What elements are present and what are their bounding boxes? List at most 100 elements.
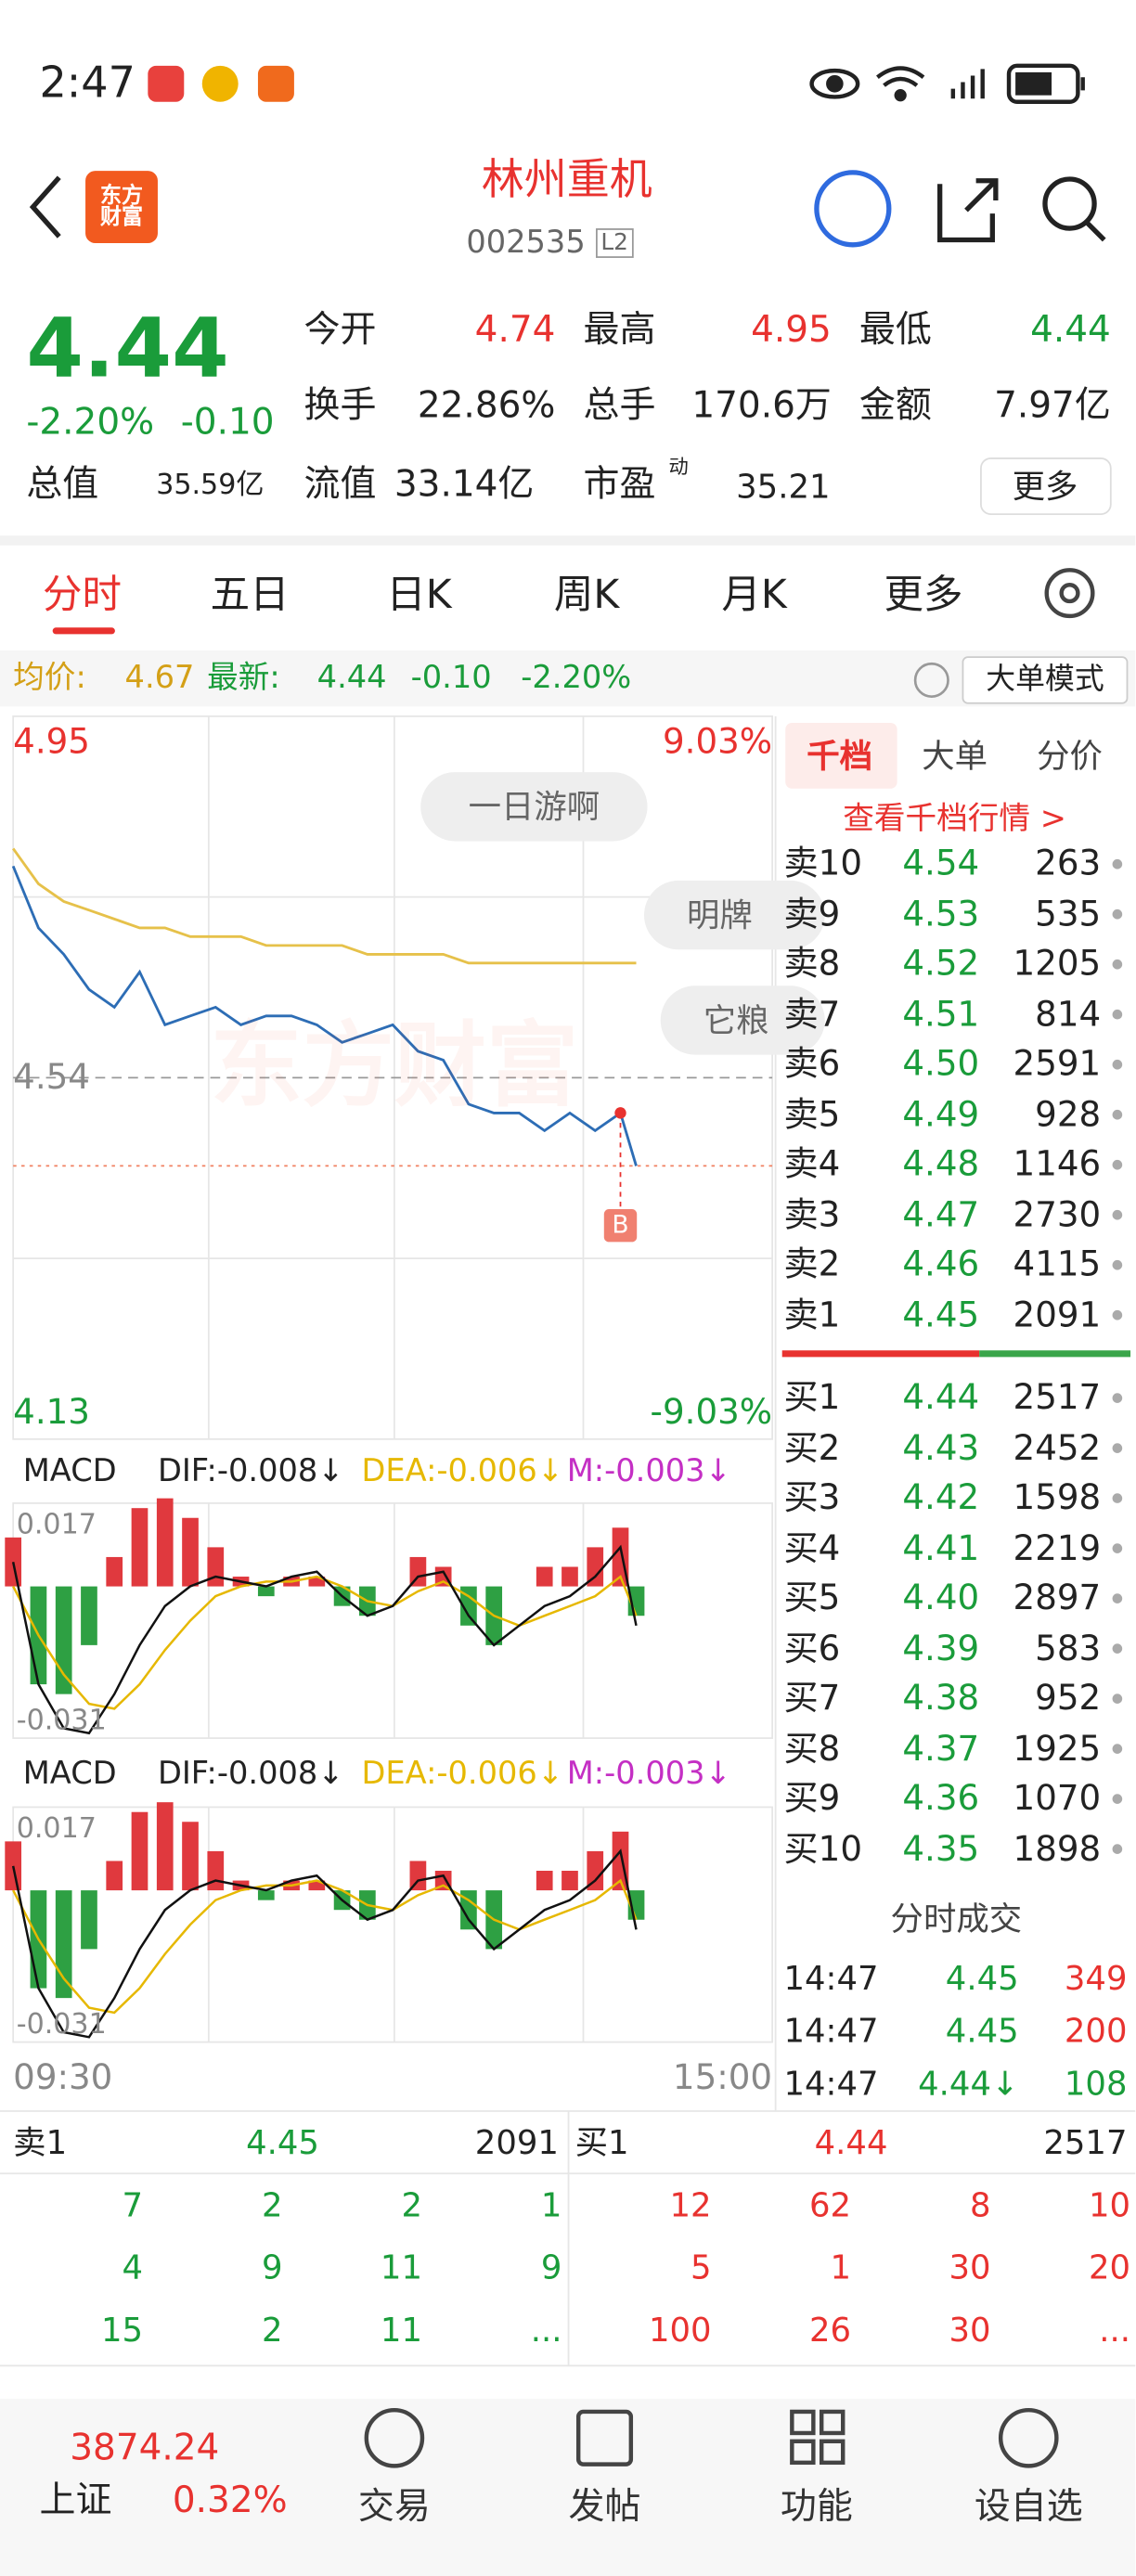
latest: 4.44 <box>316 659 387 696</box>
dot <box>1112 1159 1123 1170</box>
tab[interactable]: 月K <box>721 572 787 618</box>
bid-label: 买6 <box>783 1628 841 1668</box>
macd-bar <box>562 1566 578 1587</box>
nav-button[interactable]: 设自选 <box>974 2487 1083 2529</box>
level-badge: L2 <box>596 228 634 258</box>
y-tick-label: -0.031 <box>16 2008 107 2041</box>
m-label: M:-0.003↓ <box>566 1452 731 1489</box>
tab[interactable]: 分时 <box>43 572 123 618</box>
field-value: 35.59亿 <box>156 469 265 502</box>
trades-title[interactable]: 分时成交 <box>890 1899 1023 1939</box>
dot <box>1112 1593 1123 1604</box>
field-value: 22.86% <box>417 386 556 428</box>
book-link[interactable]: 查看千档行情 > <box>843 801 1066 838</box>
macd-bar <box>5 1841 22 1891</box>
tab-underline <box>52 627 115 635</box>
book-tab[interactable]: 千档 <box>807 736 873 776</box>
macd-name[interactable]: MACD <box>22 1755 117 1792</box>
macd-name[interactable]: MACD <box>22 1452 117 1489</box>
bubble[interactable] <box>660 985 825 1055</box>
nav-button[interactable]: 交易 <box>357 2487 431 2529</box>
bid-volume: 583 <box>1035 1628 1102 1668</box>
macd-bar <box>106 1556 123 1587</box>
book-tab[interactable]: 大单 <box>922 736 988 776</box>
bubble-text[interactable]: 明牌 <box>687 895 753 935</box>
marker-box <box>603 1209 638 1243</box>
avg-label: 均价: <box>13 659 86 696</box>
stock-code: 002535 <box>466 224 586 261</box>
dot <box>1112 1393 1123 1403</box>
price-line <box>11 865 638 1166</box>
bubble-text[interactable]: 它粮 <box>703 1000 769 1040</box>
dot <box>1112 959 1123 970</box>
depth-order: 15 <box>100 2310 144 2350</box>
ask-volume: 928 <box>1035 1094 1102 1134</box>
price: 4.44 <box>26 300 229 396</box>
macd-bar <box>587 1850 604 1891</box>
macd-bar <box>257 1890 275 1900</box>
ask-price: 4.48 <box>902 1144 980 1184</box>
mode-button[interactable] <box>962 656 1129 704</box>
macd-bar <box>308 1880 326 1891</box>
ask-label: 卖10 <box>783 844 862 883</box>
gear[interactable] <box>1044 568 1095 619</box>
bubble[interactable] <box>643 880 825 950</box>
help-icon[interactable] <box>913 662 949 698</box>
field-label: 总值 <box>26 465 99 507</box>
book-tab-active[interactable] <box>785 722 897 789</box>
bid-price: 4.44 <box>902 1377 980 1417</box>
tab[interactable]: 五日 <box>210 572 290 618</box>
nav-button[interactable]: 发帖 <box>568 2487 641 2529</box>
trade-price: 4.45 <box>945 1958 1019 1998</box>
nav-icons[interactable] <box>364 2407 1059 2468</box>
tab[interactable]: 日K <box>386 572 452 618</box>
tab[interactable]: 周K <box>553 572 620 618</box>
bid-price: 4.43 <box>902 1427 980 1467</box>
ask-volume: 814 <box>1035 994 1102 1034</box>
bid-price: 4.39 <box>902 1628 980 1668</box>
ask-price: 4.50 <box>902 1044 980 1084</box>
nav-button[interactable]: 功能 <box>780 2487 853 2529</box>
bubble-text[interactable]: 一日游啊 <box>468 787 600 827</box>
dot <box>1112 1643 1123 1654</box>
more-button[interactable] <box>980 457 1112 516</box>
dif-line <box>11 1848 638 2039</box>
x-tick-label: 09:30 <box>13 2057 113 2097</box>
ask-label: 卖8 <box>783 944 841 984</box>
marker: B <box>612 1209 629 1240</box>
pct-label: -9.03% <box>650 1392 773 1432</box>
bid-price: 4.37 <box>902 1728 980 1768</box>
tab[interactable]: 更多 <box>884 572 963 618</box>
bid-price: 4.36 <box>902 1778 980 1818</box>
change: -0.10 <box>410 659 492 696</box>
ask-price: 4.46 <box>902 1244 980 1284</box>
pe-sup: 动 <box>668 455 689 479</box>
watermark: 东方财富 <box>210 1013 579 1121</box>
trade-time: 14:47 <box>783 2063 879 2104</box>
ask-label: 卖1 <box>783 1294 841 1334</box>
header-icons[interactable] <box>29 170 1106 248</box>
ask-volume: 263 <box>1035 844 1102 883</box>
dot <box>1112 858 1123 869</box>
field-label: 金额 <box>858 386 932 428</box>
mode-button[interactable]: 大单模式 <box>986 662 1104 697</box>
macd-bar <box>409 1861 427 1891</box>
trade-time: 14:47 <box>783 1958 879 1998</box>
bid-label: 买4 <box>783 1527 841 1567</box>
ask-volume: 1205 <box>1013 944 1102 984</box>
ask-label: 卖2 <box>783 1244 841 1284</box>
ask-volume: 1146 <box>1013 1144 1102 1184</box>
index-name[interactable]: 上证 <box>39 2480 112 2522</box>
index-value: 3874.24 <box>70 2428 220 2469</box>
bubble[interactable] <box>420 772 648 842</box>
dot <box>1112 1209 1123 1220</box>
trade-price: 4.44↓ <box>918 2063 1019 2104</box>
macd-bar <box>182 1517 199 1587</box>
book-tab[interactable]: 分价 <box>1037 736 1103 776</box>
bid-volume: 1070 <box>1013 1778 1102 1818</box>
trade-time: 14:47 <box>783 2010 879 2051</box>
more-button[interactable]: 更多 <box>1012 466 1078 507</box>
macd-bar <box>460 1890 477 1930</box>
